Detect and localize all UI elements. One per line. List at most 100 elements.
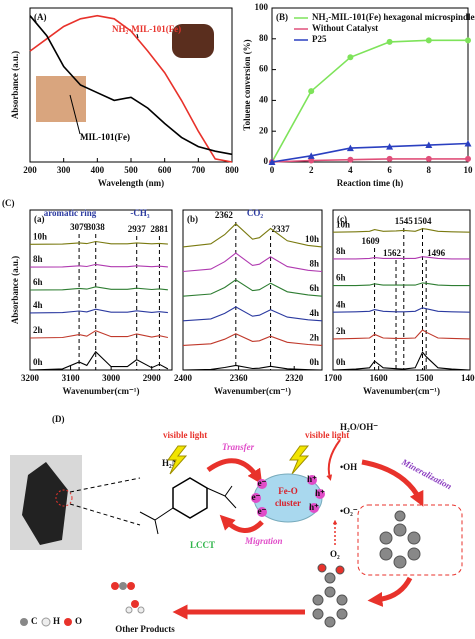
legend-label: P25 bbox=[312, 34, 327, 44]
marker bbox=[386, 143, 394, 150]
marker bbox=[425, 141, 433, 149]
y-tick-label: 60 bbox=[259, 64, 269, 74]
x-tick-label: 1600 bbox=[370, 373, 389, 383]
pointer bbox=[136, 33, 139, 39]
y-tick-label: 40 bbox=[259, 94, 269, 104]
transfer-arrow bbox=[206, 458, 263, 485]
peak-label: 1545 bbox=[395, 216, 414, 226]
marker bbox=[425, 155, 432, 162]
series-label: NH₂-MIL-101(Fe) bbox=[112, 24, 181, 34]
x-tick-label: 2400 bbox=[174, 373, 193, 383]
peak-label: 1562 bbox=[383, 248, 402, 258]
panel-d: (D) H₂N visible light LCCT Transfer Migr… bbox=[10, 414, 463, 634]
x-tick-label: 2 bbox=[309, 165, 314, 175]
annotation: aromatic ring bbox=[44, 208, 97, 218]
pointer bbox=[69, 94, 81, 135]
x-axis-label: Wavenumber(cm⁻¹) bbox=[63, 386, 140, 396]
amine: H₂N bbox=[162, 458, 179, 468]
x-tick-label: 1700 bbox=[324, 373, 343, 383]
bonds bbox=[139, 485, 237, 535]
x-tick-label: 200 bbox=[23, 165, 37, 175]
arrow bbox=[367, 576, 413, 607]
benzene-ring bbox=[172, 477, 208, 519]
series-label: 6h bbox=[33, 277, 43, 287]
benzoic-acid bbox=[312, 563, 348, 628]
x-tick-label: 300 bbox=[57, 165, 71, 175]
x-tick-label: 700 bbox=[192, 165, 206, 175]
series-line bbox=[332, 307, 471, 313]
atom-key bbox=[41, 617, 51, 627]
series-line bbox=[182, 306, 323, 322]
x-tick-label: 2320 bbox=[285, 373, 304, 383]
plot-frame bbox=[182, 209, 323, 371]
marker bbox=[386, 38, 393, 45]
zoom-line bbox=[69, 503, 141, 526]
panel-label: (c) bbox=[337, 214, 347, 224]
x-tick-label: 2360 bbox=[230, 373, 249, 383]
peak-label: 2362 bbox=[215, 210, 234, 220]
legend-label: NH₂-MIL-101(Fe) hexagonal microspindles bbox=[312, 12, 475, 22]
marker bbox=[347, 156, 354, 163]
x-axis-label: Reaction time (h) bbox=[337, 178, 403, 188]
x-axis-label: Wavenumber(cm⁻¹) bbox=[214, 386, 291, 396]
x-tick-label: 3000 bbox=[102, 373, 121, 383]
series-label: 10h bbox=[33, 231, 47, 241]
x-tick-label: 500 bbox=[124, 165, 138, 175]
light-label: visible light bbox=[163, 430, 207, 440]
marker bbox=[465, 37, 471, 44]
series-line bbox=[271, 39, 468, 163]
superoxide: •O₂⁻ bbox=[340, 506, 358, 516]
marker bbox=[386, 155, 393, 162]
panel-label: (A) bbox=[34, 12, 47, 22]
series-label: 8h bbox=[33, 254, 43, 264]
series-line bbox=[29, 330, 169, 339]
legend-label: Without Catalyst bbox=[312, 23, 378, 33]
panel-label: (C) bbox=[2, 198, 15, 208]
electron: e⁻ bbox=[252, 492, 261, 502]
series-label: 4h bbox=[336, 299, 346, 309]
peak-label: 2937 bbox=[128, 224, 147, 234]
products: Other Products bbox=[115, 624, 175, 634]
migration-arrow bbox=[219, 514, 264, 533]
y-axis-label: Absorbance (a.u.) bbox=[10, 51, 20, 119]
x-tick-label: 600 bbox=[158, 165, 172, 175]
series-label: MIL-101(Fe) bbox=[80, 132, 130, 142]
x-tick-label: 0 bbox=[270, 165, 275, 175]
x-tick-label: 400 bbox=[91, 165, 105, 175]
peak-label: 3038 bbox=[87, 222, 106, 232]
x-tick-label: 800 bbox=[225, 165, 239, 175]
x-tick-label: 3100 bbox=[62, 373, 81, 383]
x-tick-label: 4 bbox=[348, 165, 353, 175]
panel-label: (B) bbox=[276, 12, 288, 22]
series-label: 8h bbox=[336, 246, 346, 256]
peak-label: 3079 bbox=[70, 222, 89, 232]
hydroxyl: •OH bbox=[340, 462, 357, 472]
series-label: 10h bbox=[305, 234, 319, 244]
x-tick-label: 2900 bbox=[143, 373, 162, 383]
oxygen: O₂ bbox=[330, 549, 340, 559]
atom-label: O bbox=[75, 616, 82, 626]
electron: e⁻ bbox=[258, 506, 267, 516]
plot-frame bbox=[332, 209, 471, 371]
y-axis-label: Toluene conversion (%) bbox=[242, 39, 252, 130]
x-tick-label: 8 bbox=[427, 165, 432, 175]
marker bbox=[347, 54, 354, 61]
series-line bbox=[333, 256, 470, 260]
series-line bbox=[29, 350, 169, 371]
series-line bbox=[332, 351, 471, 371]
series-line bbox=[332, 329, 471, 340]
transfer: Transfer bbox=[222, 442, 255, 452]
x-tick-label: 6 bbox=[387, 165, 392, 175]
crystal bbox=[22, 462, 68, 545]
series-label: 4h bbox=[33, 300, 43, 310]
peak-label: 1504 bbox=[414, 216, 433, 226]
hole: h⁺ bbox=[315, 488, 325, 498]
series-line bbox=[29, 263, 168, 268]
atom-key bbox=[20, 618, 28, 626]
cluster-label: Fe-O bbox=[278, 486, 298, 496]
charges bbox=[251, 475, 325, 517]
x-tick-label: 1400 bbox=[461, 373, 475, 383]
cluster-label: cluster bbox=[275, 498, 301, 508]
plot-frame bbox=[271, 7, 469, 163]
lcct: LCCT bbox=[190, 540, 215, 550]
